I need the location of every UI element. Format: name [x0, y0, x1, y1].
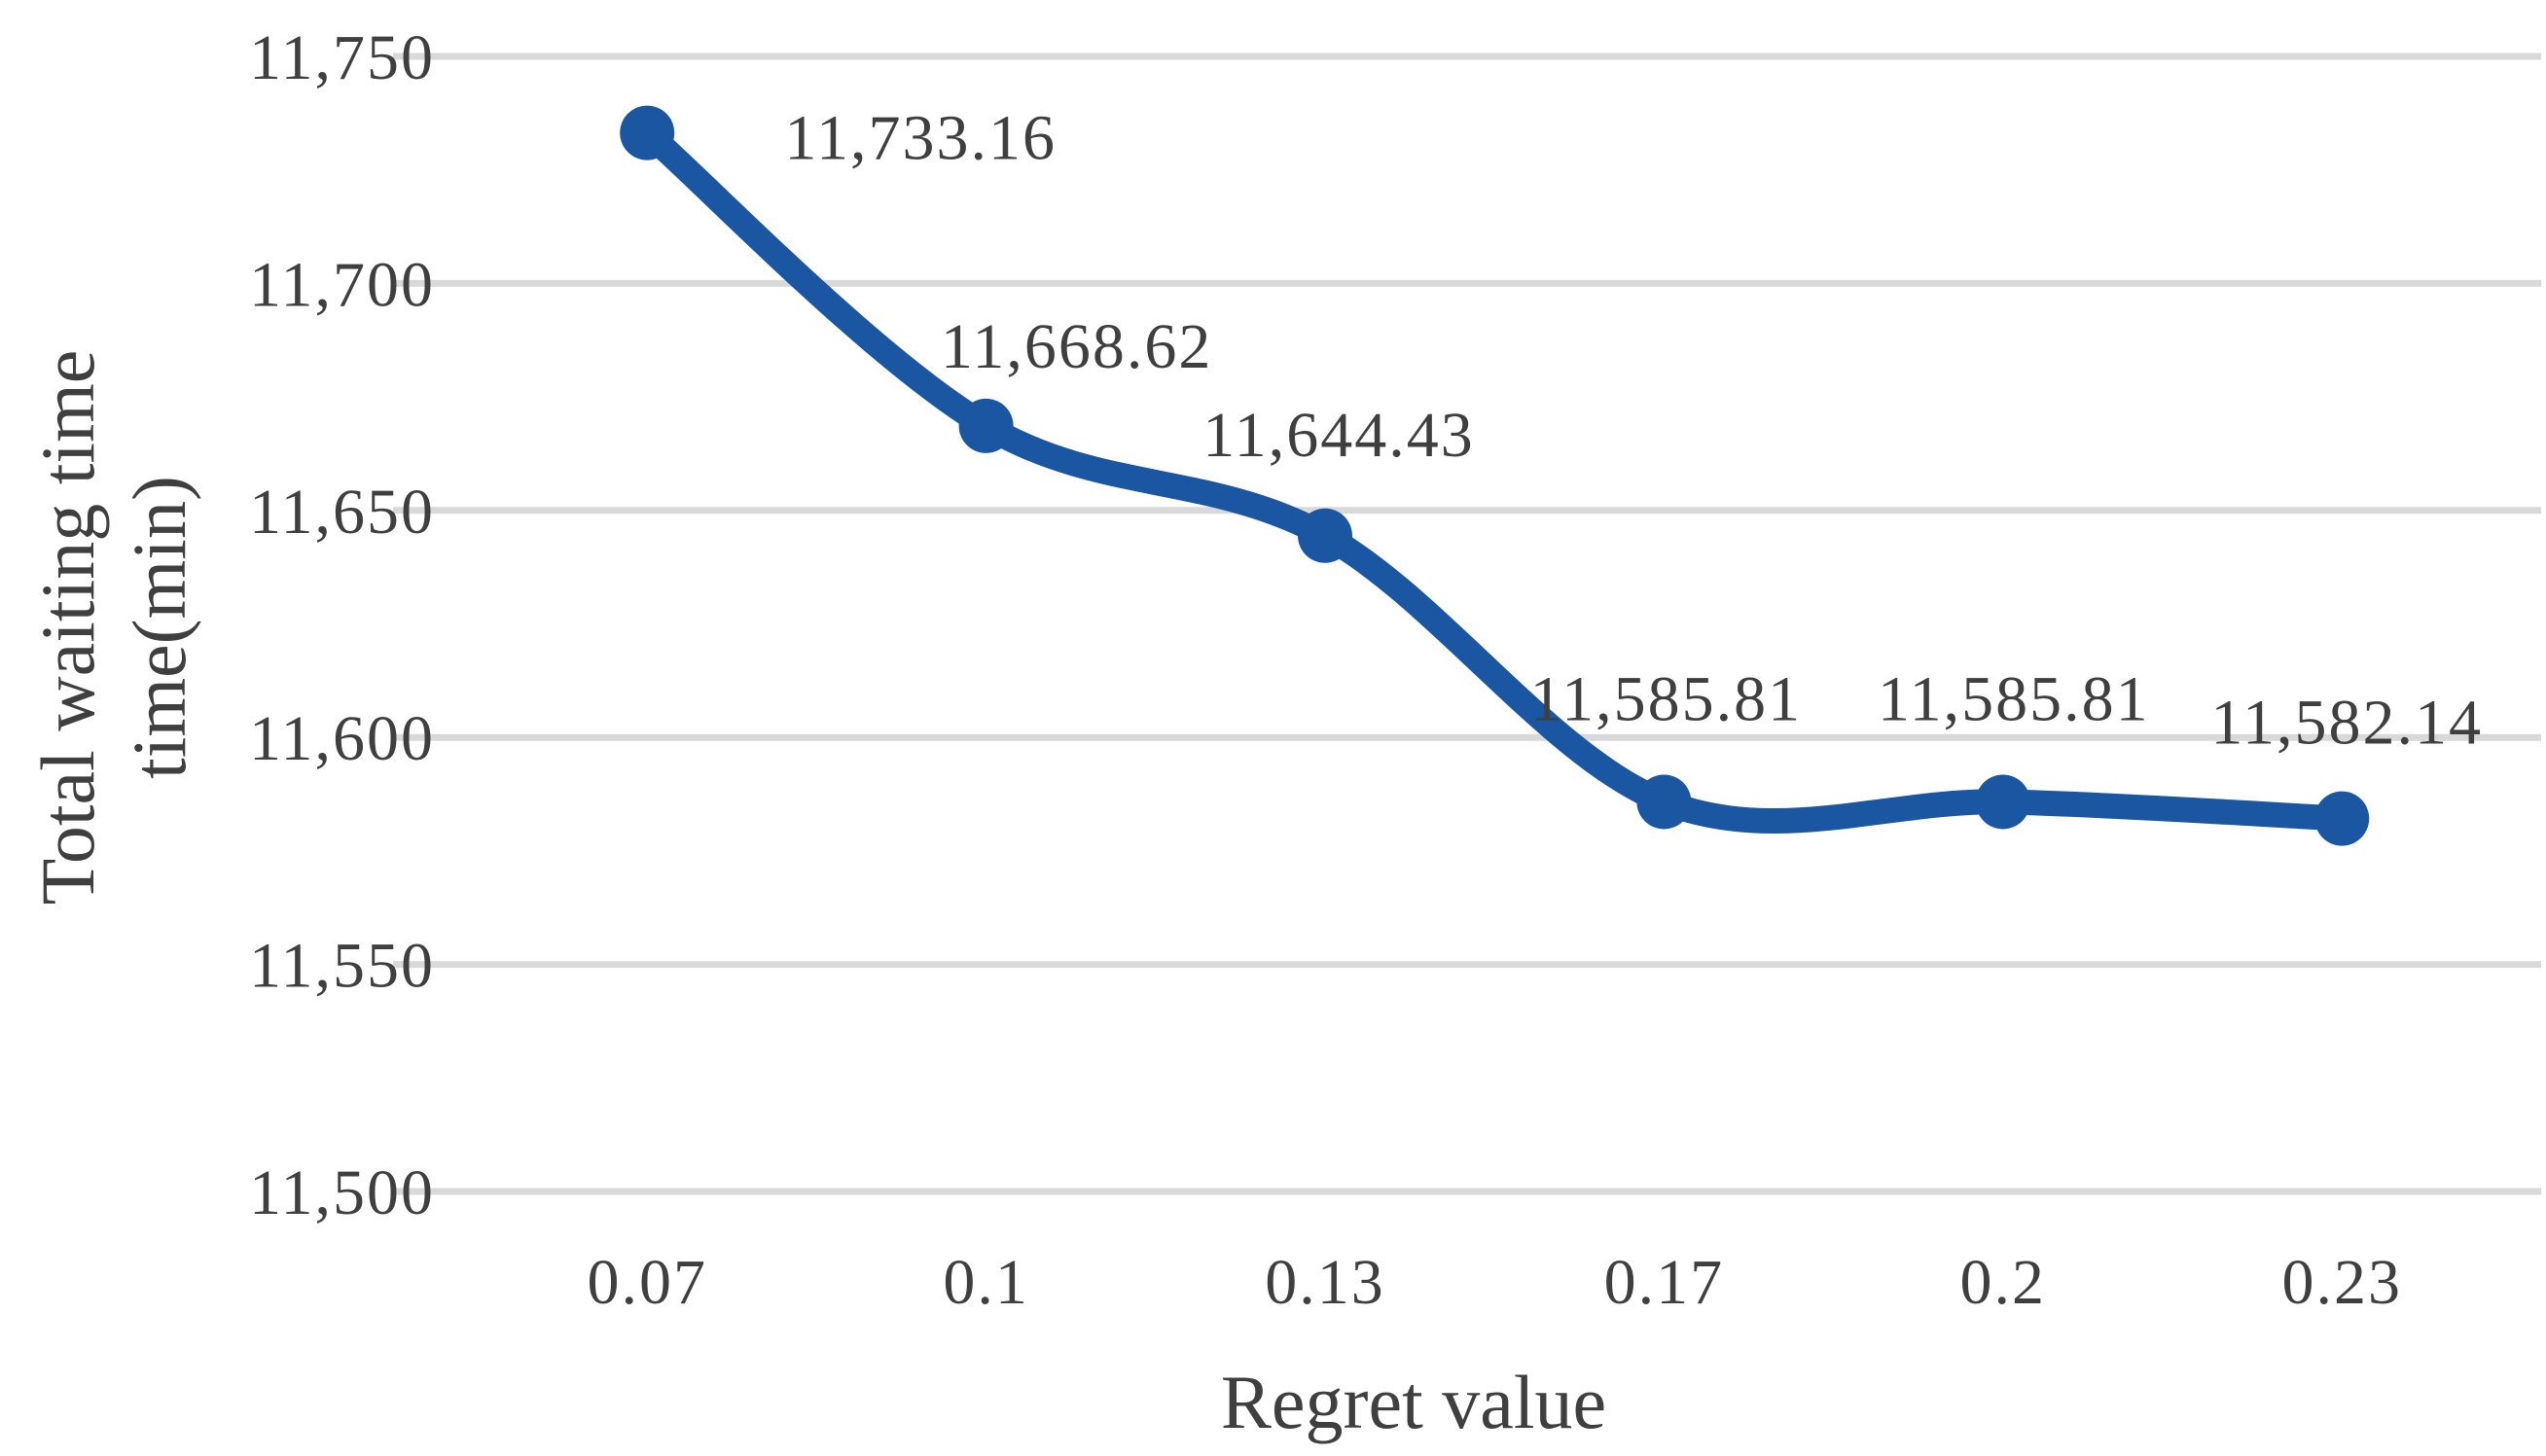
x-tick-label: 0.23 [2281, 1247, 2402, 1318]
y-axis-title-line1: Total waiting time [25, 349, 110, 906]
data-point-label: 11,585.81 [1878, 663, 2150, 734]
y-tick-label: 11,500 [249, 1157, 435, 1228]
x-tick-label: 0.2 [1960, 1247, 2047, 1318]
y-axis-title-line2: time(min) [117, 476, 201, 779]
data-point-marker [1298, 508, 1352, 563]
data-point-marker [1636, 774, 1692, 830]
x-tick-label: 0.07 [587, 1247, 707, 1318]
y-tick-label: 11,700 [249, 249, 435, 320]
data-point-label: 11,644.43 [1202, 400, 1475, 471]
data-point-label: 11,733.16 [784, 103, 1057, 174]
y-tick-label: 11,550 [249, 931, 435, 1002]
x-tick-label: 0.17 [1604, 1247, 1725, 1318]
y-tick-label: 11,600 [249, 703, 435, 774]
data-point-label: 11,668.62 [941, 311, 1213, 382]
x-tick-label: 0.13 [1265, 1247, 1385, 1318]
data-point-marker [2314, 791, 2370, 846]
data-point-label: 11,585.81 [1530, 663, 1803, 734]
data-point-marker [958, 398, 1014, 453]
y-tick-label: 11,650 [249, 477, 435, 548]
data-point-marker [620, 105, 675, 160]
x-tick-label: 0.1 [943, 1247, 1029, 1318]
x-axis-title: Regret value [1220, 1360, 1607, 1444]
data-point-marker [1975, 774, 2030, 830]
y-axis-title: Total waiting time time(min) [22, 350, 205, 906]
y-tick-label: 11,750 [249, 22, 435, 93]
data-point-label: 11,582.14 [2210, 688, 2483, 759]
